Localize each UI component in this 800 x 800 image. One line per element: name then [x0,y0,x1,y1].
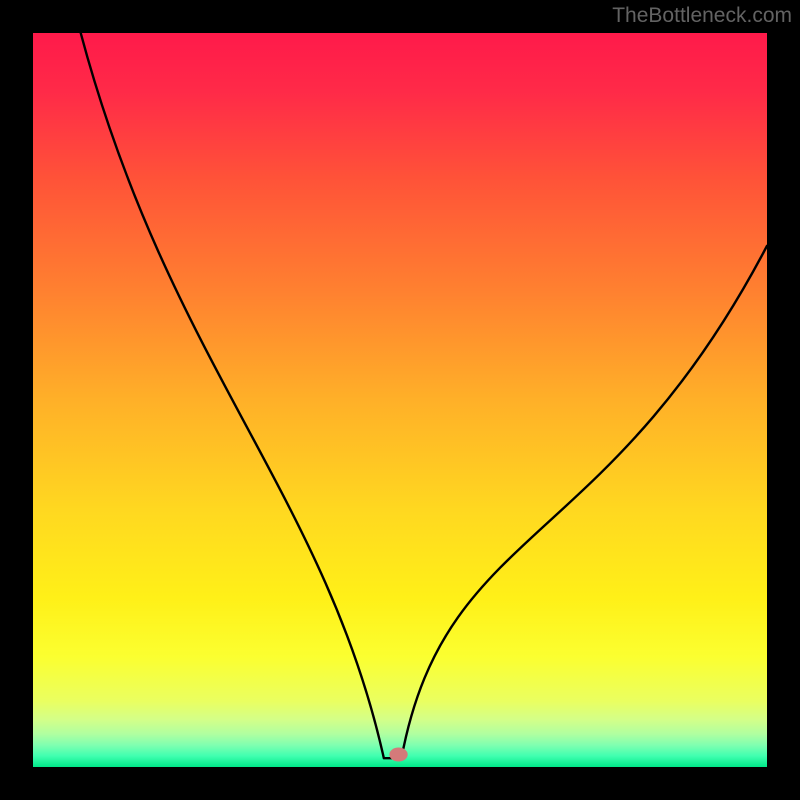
gradient-background [33,33,767,767]
watermark-text: TheBottleneck.com [612,4,792,28]
plot-svg [33,33,767,767]
chart-frame: TheBottleneck.com [0,0,800,800]
vertex-marker [389,748,407,762]
plot-area [33,33,767,767]
